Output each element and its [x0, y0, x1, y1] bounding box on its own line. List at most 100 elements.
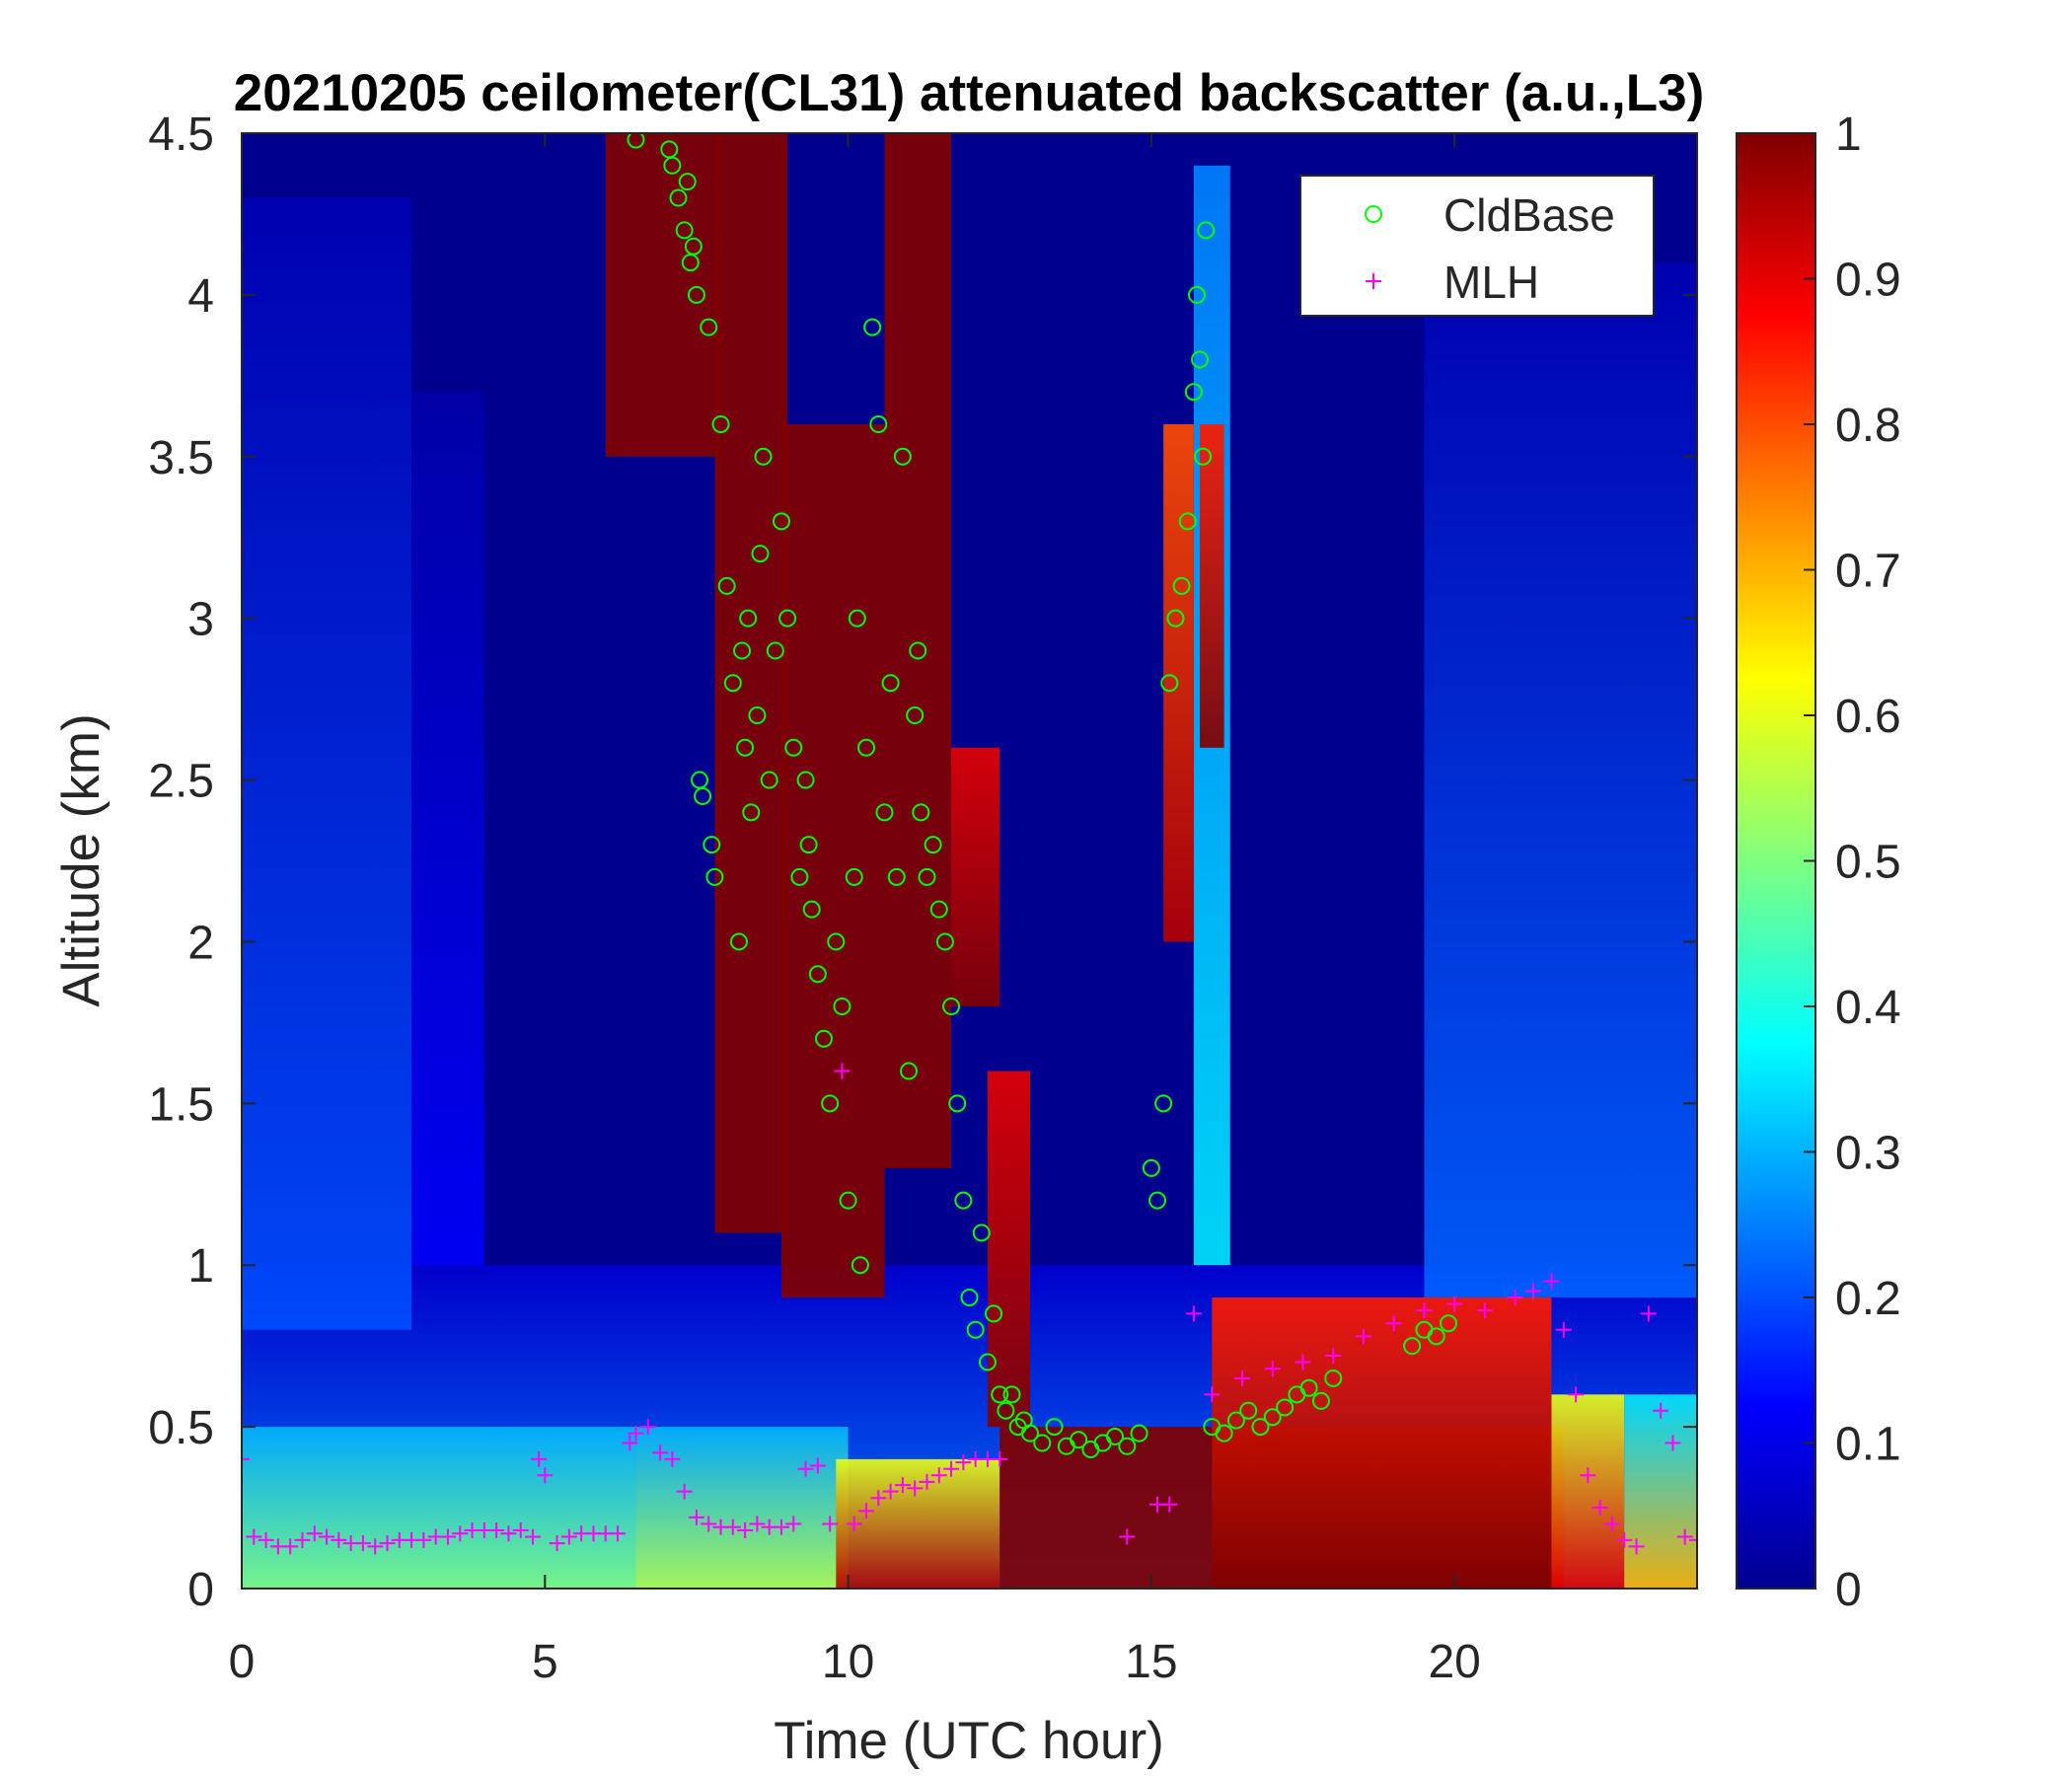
x-tick-label: 15 — [1125, 1636, 1177, 1688]
colorbar-tick-label: 0.7 — [1835, 546, 1901, 598]
cldbase-point — [821, 1094, 840, 1113]
cldbase-point — [997, 1401, 1015, 1420]
legend-cldbase-marker — [1365, 205, 1382, 223]
y-tick-label: 4 — [187, 270, 214, 323]
cldbase-point — [960, 1289, 979, 1306]
mlh-point — [943, 1460, 960, 1477]
cldbase-point — [851, 1256, 869, 1275]
cldbase-point — [1020, 1424, 1039, 1443]
mlh-point — [1161, 1496, 1178, 1513]
cldbase-point — [717, 576, 736, 595]
cldbase-point — [833, 998, 851, 1015]
cldbase-point — [985, 1304, 1003, 1323]
mlh-point — [1507, 1290, 1523, 1305]
mlh-series — [242, 1063, 1697, 1555]
cldbase-point — [1311, 1391, 1330, 1410]
mlh-point — [1525, 1283, 1542, 1299]
cldbase-point — [1178, 512, 1197, 531]
mlh-point — [512, 1522, 529, 1538]
x-axis-label: Time (UTC hour) — [774, 1712, 1164, 1770]
cldbase-point — [1194, 447, 1213, 466]
mlh-point — [688, 1509, 704, 1525]
heat-region — [714, 133, 788, 1233]
mlh-point — [1325, 1348, 1342, 1364]
mlh-point — [664, 1450, 681, 1467]
cldbase-point — [1033, 1434, 1052, 1452]
cldbase-point — [739, 609, 758, 628]
mlh-point — [531, 1450, 548, 1467]
mlh-point — [319, 1528, 335, 1545]
y-axis-label: Altitude (km) — [52, 713, 111, 1006]
cldbase-point — [1263, 1408, 1282, 1427]
mlh-point — [1385, 1315, 1402, 1332]
mlh-point — [452, 1525, 469, 1542]
cldbase-point — [924, 836, 942, 854]
cldbase-point — [799, 836, 818, 854]
cldbase-point — [1197, 221, 1216, 240]
cldbase-point — [1427, 1327, 1445, 1346]
y-tick-label: 2.5 — [148, 756, 214, 808]
cldbase-point — [1142, 1158, 1160, 1177]
colorbar-tick-label: 0 — [1835, 1564, 1862, 1616]
mlh-point — [1653, 1402, 1669, 1419]
colorbar-tick-label: 0.1 — [1835, 1419, 1901, 1471]
cldbase-point — [1403, 1337, 1422, 1356]
cldbase-point — [802, 900, 821, 919]
colorbar-tick-label: 0.9 — [1835, 255, 1901, 307]
mlh-point — [785, 1516, 802, 1532]
y-tick-label: 2 — [187, 917, 214, 969]
mlh-point — [560, 1528, 577, 1545]
mlh-point — [701, 1516, 717, 1532]
mlh-point — [628, 1425, 644, 1442]
mlh-point — [992, 1450, 1008, 1467]
cldbase-series — [627, 133, 1458, 1459]
cldbase-point — [875, 803, 894, 822]
cldbase-point — [1106, 1427, 1124, 1445]
cldbase-point — [848, 609, 866, 628]
cldbase-point — [1226, 1411, 1245, 1430]
mlh-point — [652, 1444, 669, 1461]
cldbase-point — [966, 1320, 985, 1339]
cldbase-point — [1187, 285, 1206, 304]
cldbase-point — [760, 771, 778, 789]
cldbase-point — [703, 836, 721, 854]
heat-region — [884, 133, 952, 1168]
cldbase-point — [778, 609, 797, 628]
mlh-point — [500, 1525, 517, 1542]
mlh-point — [724, 1518, 741, 1535]
cldbase-point — [772, 512, 790, 531]
cldbase-point — [1191, 350, 1210, 369]
cldbase-point — [742, 803, 761, 822]
heat-region — [1551, 1394, 1625, 1589]
cldbase-point — [1251, 1418, 1270, 1437]
cldbase-point — [1276, 1398, 1295, 1417]
mlh-point — [282, 1538, 299, 1555]
mlh-point — [1264, 1361, 1281, 1377]
cldbase-point — [1184, 383, 1203, 402]
y-tick-label: 1.5 — [148, 1078, 214, 1131]
heat-region — [1200, 424, 1224, 748]
heat-region — [605, 133, 721, 457]
cldbase-point — [954, 1191, 973, 1210]
cldbase-point — [684, 237, 703, 256]
mlh-point — [610, 1525, 627, 1542]
cldbase-point — [1118, 1437, 1137, 1455]
cldbase-point — [1154, 1094, 1173, 1113]
cldbase-point — [909, 641, 927, 660]
mlh-point — [1628, 1538, 1645, 1555]
mlh-point — [439, 1528, 456, 1545]
mlh-point — [242, 1450, 250, 1467]
mlh-point — [907, 1480, 924, 1497]
mlh-point — [1119, 1528, 1136, 1545]
cldbase-point — [1045, 1418, 1064, 1437]
cldbase-point — [991, 1385, 1009, 1404]
cldbase-point — [893, 447, 912, 466]
cldbase-point — [751, 545, 770, 563]
cldbase-point — [796, 771, 815, 789]
y-tick-label: 1 — [187, 1240, 214, 1293]
cldbase-point — [978, 1353, 997, 1371]
mlh-point — [1234, 1369, 1251, 1386]
colorbar-tick-label: 0.2 — [1835, 1273, 1901, 1325]
mlh-point — [246, 1528, 262, 1545]
